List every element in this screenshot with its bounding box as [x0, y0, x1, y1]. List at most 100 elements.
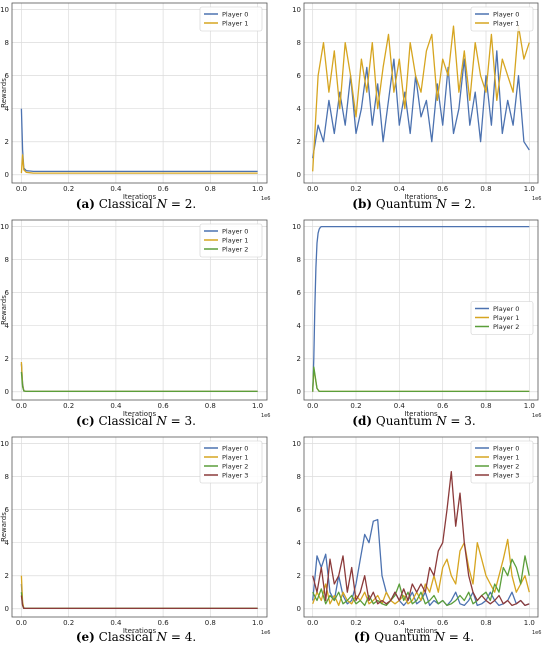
x-tick-label: 1.0 [524, 619, 535, 627]
x-tick-label: 0.0 [16, 185, 27, 193]
axes-frame [303, 2, 539, 184]
legend-entry: Player 2 [493, 323, 519, 331]
x-axis-label: Iterations [123, 410, 157, 418]
legend-entry: Player 0 [222, 228, 248, 236]
y-tick-label: 10 [0, 223, 9, 231]
x-tick-label: 0.8 [205, 185, 216, 193]
chart-caption: (e) Classical N = 4. [76, 630, 196, 644]
x-multiplier: 1e6 [261, 630, 270, 636]
x-tick-label: 0.2 [350, 402, 361, 410]
y-tick-label: 6 [5, 506, 10, 514]
chart-caption: (c) Classical N = 3. [76, 414, 196, 428]
y-tick-label: 4 [297, 539, 302, 547]
x-tick-label: 1.0 [252, 619, 263, 627]
x-tick-label: 0.2 [350, 185, 361, 193]
axes-frame [303, 219, 539, 401]
x-tick-label: 0.0 [307, 402, 318, 410]
y-tick-label: 0 [5, 605, 9, 613]
y-tick-label: 10 [292, 440, 301, 448]
y-tick-label: 2 [297, 572, 301, 580]
legend-entry: Player 1 [222, 20, 248, 28]
series-line-player-0 [312, 225, 530, 392]
y-tick-label: 6 [5, 72, 10, 80]
y-tick-label: 10 [0, 440, 9, 448]
chart-e: 0.0 0.2 0.4 0.6 0.8 1.0 0 2 4 6 8 10 Iterations Rewar… [0, 436, 270, 644]
y-tick-label: 8 [5, 39, 9, 47]
y-tick-label: 2 [5, 138, 9, 146]
chart-caption: (f) Quantum N = 4. [354, 630, 474, 644]
y-tick-label: 2 [5, 355, 9, 363]
series-line-player-0 [20, 108, 258, 173]
legend-entry: Player 1 [493, 20, 519, 28]
chart-c: 0.0 0.2 0.4 0.6 0.8 1.0 0 2 4 6 8 10 Iterations Rewar… [0, 219, 270, 428]
x-tick-label: 0.6 [158, 619, 170, 627]
legend-entry: Player 3 [222, 472, 248, 480]
x-tick-label: 0.4 [110, 185, 122, 193]
y-tick-label: 6 [297, 506, 302, 514]
x-tick-label: 0.8 [480, 402, 491, 410]
x-multiplier: 1e6 [532, 196, 541, 202]
y-tick-label: 10 [0, 6, 9, 14]
series-line-player-2 [312, 366, 530, 393]
chart-caption: (b) Quantum N = 2. [352, 197, 475, 211]
x-tick-label: 0.6 [158, 402, 170, 410]
y-tick-label: 4 [297, 322, 302, 330]
series-line-player-2 [312, 555, 530, 607]
x-tick-label: 0.0 [16, 402, 27, 410]
chart-caption: (a) Classical N = 2. [76, 197, 196, 211]
plot-area [12, 3, 267, 183]
y-tick-label: 0 [297, 388, 301, 396]
x-axis-label: Iterations [404, 627, 438, 635]
y-tick-label: 8 [297, 473, 301, 481]
x-tick-label: 1.0 [524, 402, 535, 410]
x-multiplier: 1e6 [261, 413, 270, 419]
x-tick-label: 1.0 [252, 402, 263, 410]
series-line-player-3 [20, 595, 258, 610]
x-tick-label: 1.0 [524, 185, 535, 193]
series-line-player-1 [312, 25, 530, 172]
x-tick-label: 0.0 [307, 185, 318, 193]
x-multiplier: 1e6 [532, 413, 541, 419]
x-tick-label: 0.2 [350, 619, 361, 627]
x-tick-label: 0.0 [16, 619, 27, 627]
legend-box [470, 440, 534, 484]
x-tick-label: 0.6 [437, 402, 449, 410]
y-tick-label: 10 [292, 223, 301, 231]
chart-b: 0.0 0.2 0.4 0.6 0.8 1.0 0 2 4 6 8 10 Iterations 1e6 Pl… [292, 2, 541, 211]
y-tick-label: 4 [5, 539, 10, 547]
legend-box [199, 440, 263, 484]
x-tick-label: 0.8 [480, 185, 491, 193]
y-tick-label: 8 [5, 473, 9, 481]
x-multiplier: 1e6 [261, 196, 270, 202]
y-tick-label: 6 [5, 289, 10, 297]
y-tick-label: 8 [5, 256, 9, 264]
y-tick-label: 0 [5, 171, 9, 179]
axes-frame [11, 2, 268, 184]
legend-entry: Player 1 [493, 314, 519, 322]
x-tick-label: 0.8 [205, 619, 216, 627]
x-tick-label: 0.6 [158, 185, 170, 193]
x-tick-label: 0.4 [394, 619, 406, 627]
legend-entry: Player 2 [222, 246, 248, 254]
chart-caption: (d) Quantum N = 3. [352, 414, 475, 428]
y-tick-label: 2 [297, 355, 301, 363]
x-tick-label: 1.0 [252, 185, 263, 193]
x-tick-label: 0.4 [110, 402, 122, 410]
x-tick-label: 0.2 [63, 619, 74, 627]
legend-entry: Player 0 [222, 445, 248, 453]
y-axis-label: Rewards [0, 295, 8, 325]
axes-frame [11, 219, 268, 401]
y-axis-label: Rewards [0, 78, 8, 108]
x-axis-label: Iterations [404, 193, 438, 201]
x-tick-label: 0.2 [63, 402, 74, 410]
x-tick-label: 0.2 [63, 185, 74, 193]
x-multiplier: 1e6 [532, 630, 541, 636]
x-tick-label: 0.4 [110, 619, 122, 627]
legend-entry: Player 1 [222, 237, 248, 245]
